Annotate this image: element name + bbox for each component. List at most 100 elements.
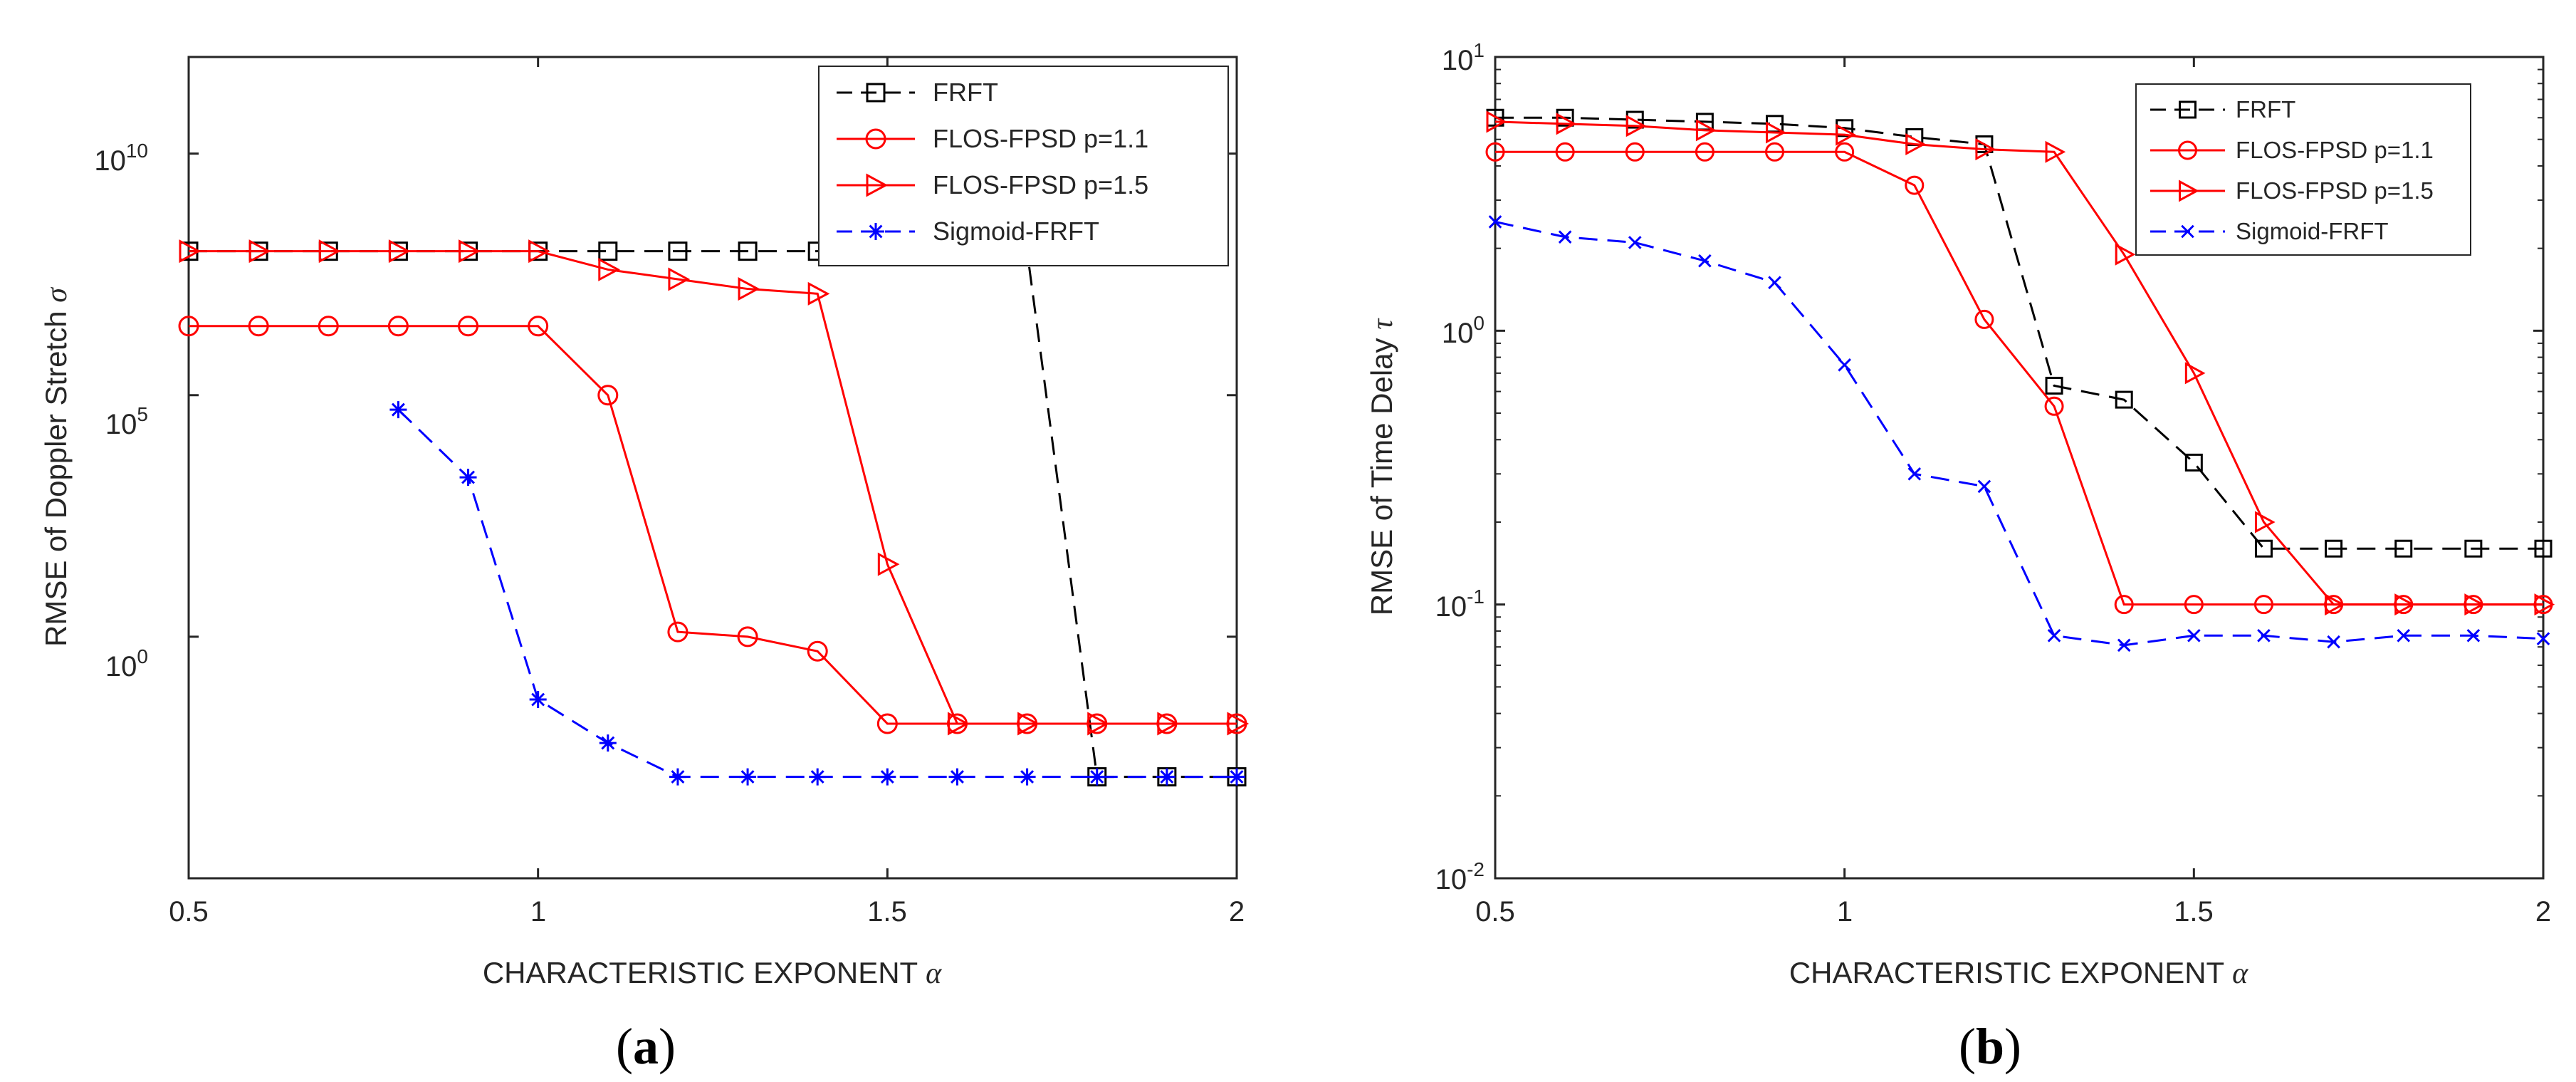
y-tick-label-b-3: 101 [1442, 39, 1485, 76]
series-b-flos-fpsd-p-1-5 [1486, 110, 2555, 616]
data-point-a-flos-fpsd-p-1-1-0 [178, 316, 199, 337]
data-point-b-sigmoid-frft-11 [2257, 628, 2271, 643]
data-point-a-frft-6 [598, 241, 618, 261]
series-a [178, 239, 1250, 787]
data-point-a-flos-fpsd-p-1-5-9 [807, 281, 830, 306]
data-point-a-flos-fpsd-p-1-1-4 [458, 316, 479, 337]
data-point-a-flos-fpsd-p-1-1-7 [667, 621, 688, 643]
data-point-b-sigmoid-frft-12 [2327, 635, 2340, 649]
data-point-a-flos-fpsd-p-1-5-7 [668, 267, 691, 291]
data-point-a-flos-fpsd-p-1-1-6 [597, 385, 619, 406]
y-axis-label-b: RMSE of Time Delay τ [1365, 318, 1399, 615]
y-tick-label-b-1: 10-1 [1435, 586, 1485, 623]
data-point-b-flos-fpsd-p-1-5-4 [1766, 121, 1786, 144]
data-point-a-flos-fpsd-p-1-1-9 [807, 640, 828, 662]
data-point-b-flos-fpsd-p-1-5-5 [1836, 123, 1856, 146]
data-point-a-flos-fpsd-p-1-5-8 [738, 277, 760, 301]
data-point-b-sigmoid-frft-13 [2397, 628, 2411, 643]
data-point-b-flos-fpsd-p-1-5-14 [2464, 593, 2486, 616]
data-point-a-flos-fpsd-p-1-5-4 [459, 239, 481, 264]
x-tick-label-a-2: 1.5 [867, 896, 907, 927]
legend-marker-b-frft [2179, 100, 2197, 119]
data-point-a-flos-fpsd-p-1-1-5 [528, 316, 549, 337]
ticks-b [1494, 56, 2545, 880]
data-point-b-flos-fpsd-p-1-5-0 [1486, 110, 1507, 133]
data-point-a-sigmoid-frft-12 [1228, 768, 1245, 786]
data-point-b-sigmoid-frft-14 [2466, 628, 2481, 643]
x-tick-label-a-0: 0.5 [169, 896, 209, 927]
data-point-a-frft-7 [668, 241, 688, 261]
x-tick-label-a-1: 1 [530, 896, 546, 927]
series-b [1485, 108, 2555, 652]
legend-label-b-flos-15: FLOS-FPSD p=1.5 [2236, 177, 2434, 204]
legend-label-b-sigmoid: Sigmoid-FRFT [2236, 218, 2389, 244]
data-point-b-frft-10 [2184, 453, 2203, 472]
data-point-b-frft-15 [2534, 539, 2553, 558]
data-point-a-flos-fpsd-p-1-1-1 [248, 316, 269, 337]
series-a-flos-fpsd-p-1-5 [179, 239, 1250, 736]
data-point-b-flos-fpsd-p-1-1-4 [1765, 142, 1785, 162]
data-point-b-frft-13 [2394, 539, 2413, 558]
y-tick-label-a-2: 1010 [94, 140, 148, 177]
data-point-b-flos-fpsd-p-1-5-2 [1625, 115, 1647, 137]
data-point-a-flos-fpsd-p-1-5-13 [1087, 712, 1109, 736]
chart-panel-b: 0.5 1 1.5 2 10-2 10-1 100 101 RMSE of Ti… [1365, 39, 2555, 1075]
data-point-a-sigmoid-frft-10 [1088, 768, 1106, 786]
data-point-b-flos-fpsd-p-1-1-11 [2253, 595, 2273, 615]
data-point-a-sigmoid-frft-2 [529, 691, 547, 709]
data-point-a-sigmoid-frft-9 [1018, 768, 1036, 786]
y-tick-label-b-2: 100 [1442, 312, 1485, 349]
data-point-b-flos-fpsd-p-1-5-1 [1556, 113, 1577, 135]
data-point-a-sigmoid-frft-11 [1158, 768, 1176, 786]
data-point-a-sigmoid-frft-4 [669, 768, 686, 786]
panel-label-a: (a) [616, 1018, 676, 1075]
data-point-b-sigmoid-frft-3 [1698, 254, 1712, 268]
data-point-b-sigmoid-frft-10 [2187, 628, 2201, 643]
data-point-a-sigmoid-frft-3 [599, 734, 617, 752]
series-b-sigmoid-frft [1488, 215, 2550, 652]
data-point-b-frft-12 [2325, 539, 2343, 558]
series-line-b-frft [1495, 116, 2543, 550]
legend-marker-b-sigmoid-frft [2181, 224, 2194, 239]
data-point-b-flos-fpsd-p-1-1-9 [2114, 595, 2134, 615]
data-point-b-flos-fpsd-p-1-5-10 [2184, 362, 2206, 385]
data-point-a-sigmoid-frft-8 [948, 768, 966, 786]
data-point-b-frft-11 [2254, 539, 2273, 558]
data-point-b-flos-fpsd-p-1-5-3 [1695, 119, 1717, 142]
data-point-a-flos-fpsd-p-1-5-11 [947, 712, 970, 736]
legend-marker-a-sigmoid-frft [867, 223, 884, 240]
data-point-a-sigmoid-frft-7 [879, 768, 896, 786]
data-point-a-flos-fpsd-p-1-5-0 [179, 239, 201, 264]
y-tick-label-a-1: 105 [105, 403, 148, 440]
legend-marker-a-flos-fpsd-p-1-1 [865, 128, 886, 150]
data-point-a-flos-fpsd-p-1-5-12 [1017, 712, 1040, 736]
data-point-a-sigmoid-frft-6 [809, 768, 827, 786]
x-axis-label-b: CHARACTERISTIC EXPONENT α [1789, 956, 2248, 990]
series-line-b-flos-fpsd-p-1-5 [1494, 120, 2543, 606]
data-point-b-sigmoid-frft-9 [2117, 638, 2131, 652]
legend-marker-b-flos-fpsd-p-1-5 [2179, 180, 2199, 202]
data-point-a-flos-fpsd-p-1-1-2 [318, 316, 339, 337]
data-point-b-sigmoid-frft-1 [1558, 230, 1572, 244]
x-tick-label-a-3: 2 [1229, 896, 1245, 927]
data-point-b-sigmoid-frft-0 [1488, 215, 1502, 229]
x-tick-label-b-1: 1 [1837, 896, 1853, 927]
data-point-b-sigmoid-frft-7 [1977, 479, 1991, 494]
data-point-b-flos-fpsd-p-1-5-8 [2045, 140, 2066, 163]
legend-label-b-flos-11: FLOS-FPSD p=1.1 [2236, 137, 2434, 163]
data-point-b-frft-8 [2045, 376, 2063, 395]
data-point-b-flos-fpsd-p-1-1-3 [1695, 142, 1714, 162]
data-point-b-flos-fpsd-p-1-1-10 [2184, 595, 2204, 615]
data-point-b-flos-fpsd-p-1-1-2 [1625, 142, 1645, 162]
data-point-b-sigmoid-frft-5 [1838, 358, 1851, 372]
legend-marker-a-flos-fpsd-p-1-5 [866, 173, 889, 197]
data-point-b-sigmoid-frft-15 [2536, 632, 2550, 645]
data-point-a-flos-fpsd-p-1-5-14 [1157, 712, 1180, 736]
legend-label-a-flos-15: FLOS-FPSD p=1.5 [933, 170, 1148, 199]
data-point-a-sigmoid-frft-0 [389, 401, 407, 419]
data-point-b-flos-fpsd-p-1-5-13 [2394, 593, 2415, 616]
data-point-a-flos-fpsd-p-1-5-3 [388, 239, 411, 264]
data-point-a-flos-fpsd-p-1-5-2 [318, 239, 341, 264]
data-point-b-flos-fpsd-p-1-5-15 [2534, 593, 2555, 616]
